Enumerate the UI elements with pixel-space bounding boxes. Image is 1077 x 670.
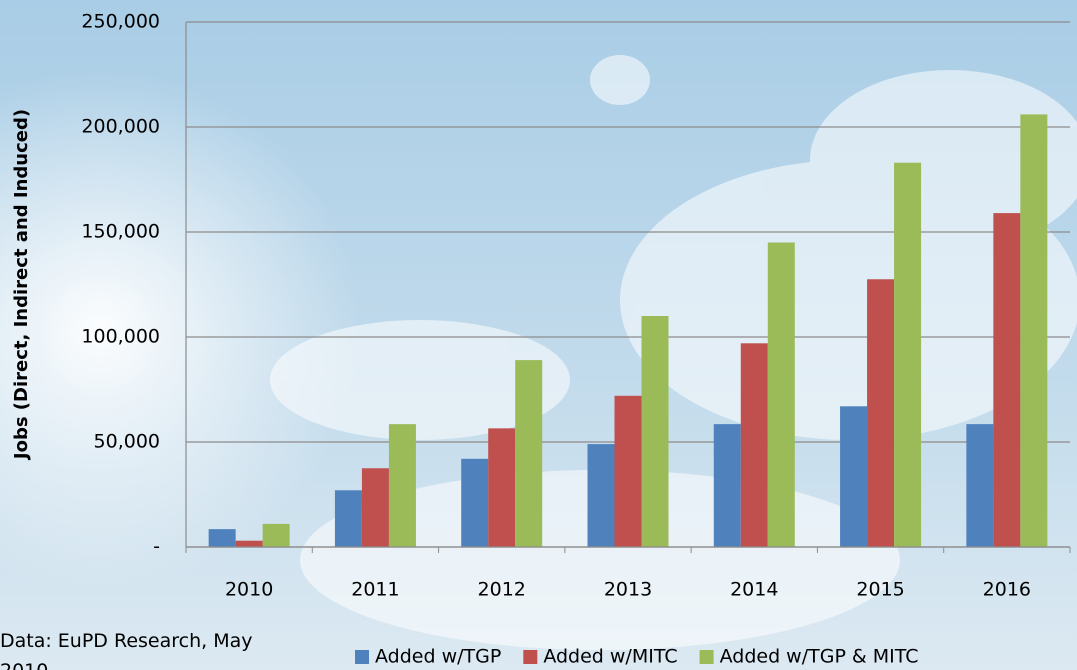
y-tick-label: 200,000 [81,116,160,138]
bar [993,213,1021,547]
bar [840,406,868,547]
bar [867,279,895,547]
y-tick-label: 100,000 [81,326,160,348]
bar [488,428,516,547]
bar [208,529,236,547]
bar [587,444,615,547]
x-tick-label: 2015 [856,579,904,601]
bar [235,540,263,547]
legend-swatch [699,650,714,664]
x-tick-label: 2011 [351,579,399,601]
y-tick-label: 50,000 [94,431,160,453]
y-tick-label: 150,000 [81,221,160,243]
x-tick-label: 2012 [478,579,526,601]
source-note: Data: EuPD Research, May 2010 [0,630,253,670]
bar [966,424,994,547]
sun-glow [0,70,360,590]
x-tick-label: 2013 [604,579,652,601]
legend-label: Added w/TGP & MITC [720,646,919,668]
bar [388,424,416,547]
bar [740,343,768,547]
bar [361,468,389,547]
y-tick-label: 250,000 [81,11,160,33]
bar [515,360,543,547]
legend-swatch [355,650,369,664]
bar [713,424,741,547]
bar [641,316,669,547]
clouds [270,55,1077,650]
legend-label: Added w/MITC [543,646,677,668]
bar [894,162,922,547]
x-tick-label: 2010 [225,579,273,601]
legend-swatch [523,650,538,664]
bar [614,395,642,547]
bar [461,458,489,547]
x-tick-label: 2014 [730,579,778,601]
y-tick-label: - [153,536,160,558]
bar [262,523,290,547]
x-tick-label: 2016 [983,579,1031,601]
bar [767,242,795,547]
y-axis-label: Jobs (Direct, Indirect and Induced) [11,109,32,461]
legend-label: Added w/TGP [375,646,501,668]
bar [334,490,362,547]
bar [1020,114,1048,548]
